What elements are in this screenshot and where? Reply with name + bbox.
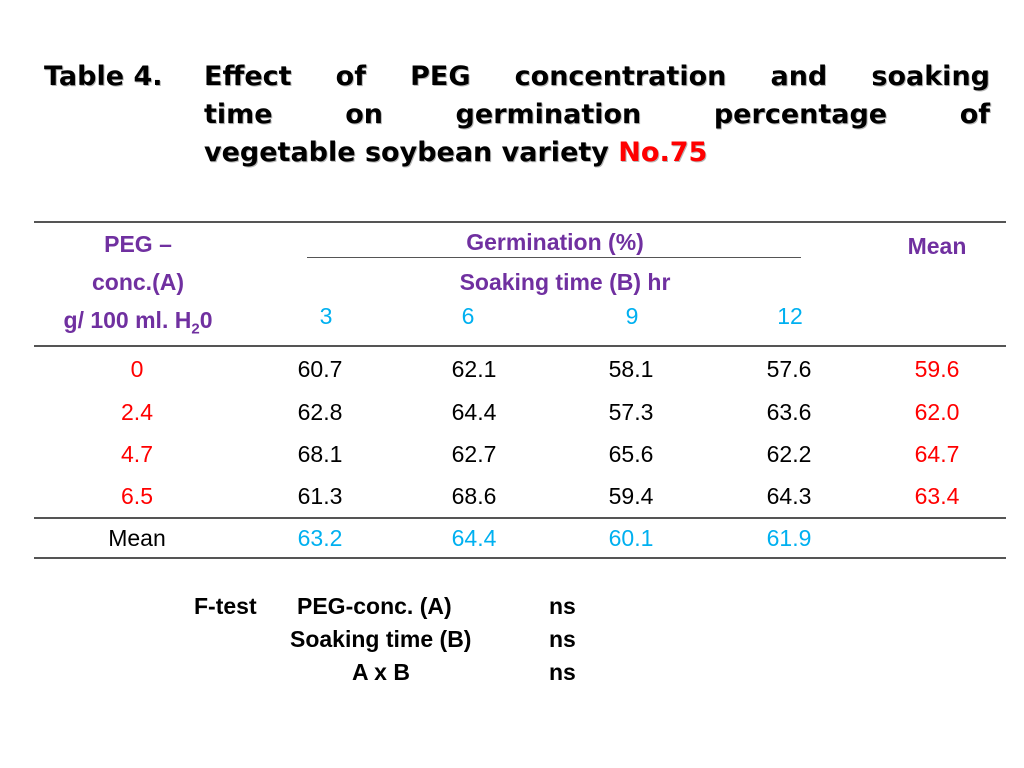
header-soaking-time: Soaking time (B) hr — [459, 269, 671, 295]
header-peg: PEG – — [104, 231, 172, 257]
header-conc: conc.(A) — [92, 269, 184, 295]
title-line-1: Effect of PEG concentration and soaking — [204, 61, 990, 92]
value-cell: 61.3 — [297, 483, 343, 509]
ftest-label: F-test — [194, 593, 257, 619]
row-mean-cell: 62.0 — [914, 399, 960, 425]
value-cell: 57.3 — [608, 399, 654, 425]
ftest-result: ns — [549, 626, 576, 652]
header-units-tail: 0 — [199, 307, 213, 333]
ftest-result: ns — [549, 593, 576, 619]
column-mean-cell: 60.1 — [608, 525, 654, 551]
table-bottom-rule — [34, 557, 1006, 559]
ftest-factor: Soaking time (B) — [290, 626, 472, 652]
value-cell: 59.4 — [608, 483, 654, 509]
header-mean: Mean — [907, 233, 967, 259]
value-cell: 64.3 — [766, 483, 812, 509]
value-cell: 62.1 — [451, 356, 497, 382]
value-cell: 65.6 — [608, 441, 654, 467]
conc-cell: 6.5 — [121, 483, 153, 509]
header-units-subscript: 2 — [191, 320, 200, 338]
table-top-rule — [34, 221, 1006, 223]
header-units-text: g/ 100 ml. H — [63, 307, 192, 333]
value-cell: 64.4 — [451, 399, 497, 425]
column-mean-cell: 63.2 — [297, 525, 343, 551]
value-cell: 68.1 — [297, 441, 343, 467]
soak-time-3: 3 — [319, 303, 333, 329]
column-mean-cell: 64.4 — [451, 525, 497, 551]
variety-highlight: No.75 — [618, 137, 708, 168]
title-line-3-text: vegetable soybean variety — [204, 137, 609, 168]
header-germination: Germination (%) — [466, 229, 644, 255]
table-number: Table 4. — [44, 61, 163, 92]
value-cell: 62.7 — [451, 441, 497, 467]
value-cell: 62.8 — [297, 399, 343, 425]
value-cell: 63.6 — [766, 399, 812, 425]
soak-time-6: 6 — [461, 303, 475, 329]
ftest-box: F-test PEG-conc. (A) ns Soaking time (B)… — [172, 578, 604, 694]
title-line-3: vegetable soybean variety No.75 — [204, 134, 990, 172]
mean-row-top-rule — [34, 517, 1006, 519]
value-cell: 68.6 — [451, 483, 497, 509]
value-cell: 57.6 — [766, 356, 812, 382]
table-title: Table 4. Effect of PEG concentration and… — [44, 58, 990, 172]
ftest-factor: PEG-conc. (A) — [297, 593, 452, 619]
row-mean-cell: 59.6 — [914, 356, 960, 382]
conc-cell: 4.7 — [121, 441, 153, 467]
value-cell: 62.2 — [766, 441, 812, 467]
value-cell: 60.7 — [297, 356, 343, 382]
germination-group-rule — [307, 257, 801, 258]
mean-row-label: Mean — [108, 525, 166, 551]
conc-cell: 0 — [130, 356, 144, 382]
header-units: g/ 100 ml. H20 — [64, 306, 213, 344]
conc-cell: 2.4 — [121, 399, 153, 425]
soak-time-9: 9 — [625, 303, 639, 329]
column-mean-cell: 61.9 — [766, 525, 812, 551]
soak-time-12: 12 — [777, 303, 803, 329]
row-mean-cell: 64.7 — [914, 441, 960, 467]
ftest-factor: A x B — [352, 659, 410, 685]
value-cell: 58.1 — [608, 356, 654, 382]
ftest-result: ns — [549, 659, 576, 685]
header-bottom-rule — [34, 345, 1006, 347]
row-mean-cell: 63.4 — [914, 483, 960, 509]
title-line-2: time on germination percentage of — [204, 99, 990, 130]
